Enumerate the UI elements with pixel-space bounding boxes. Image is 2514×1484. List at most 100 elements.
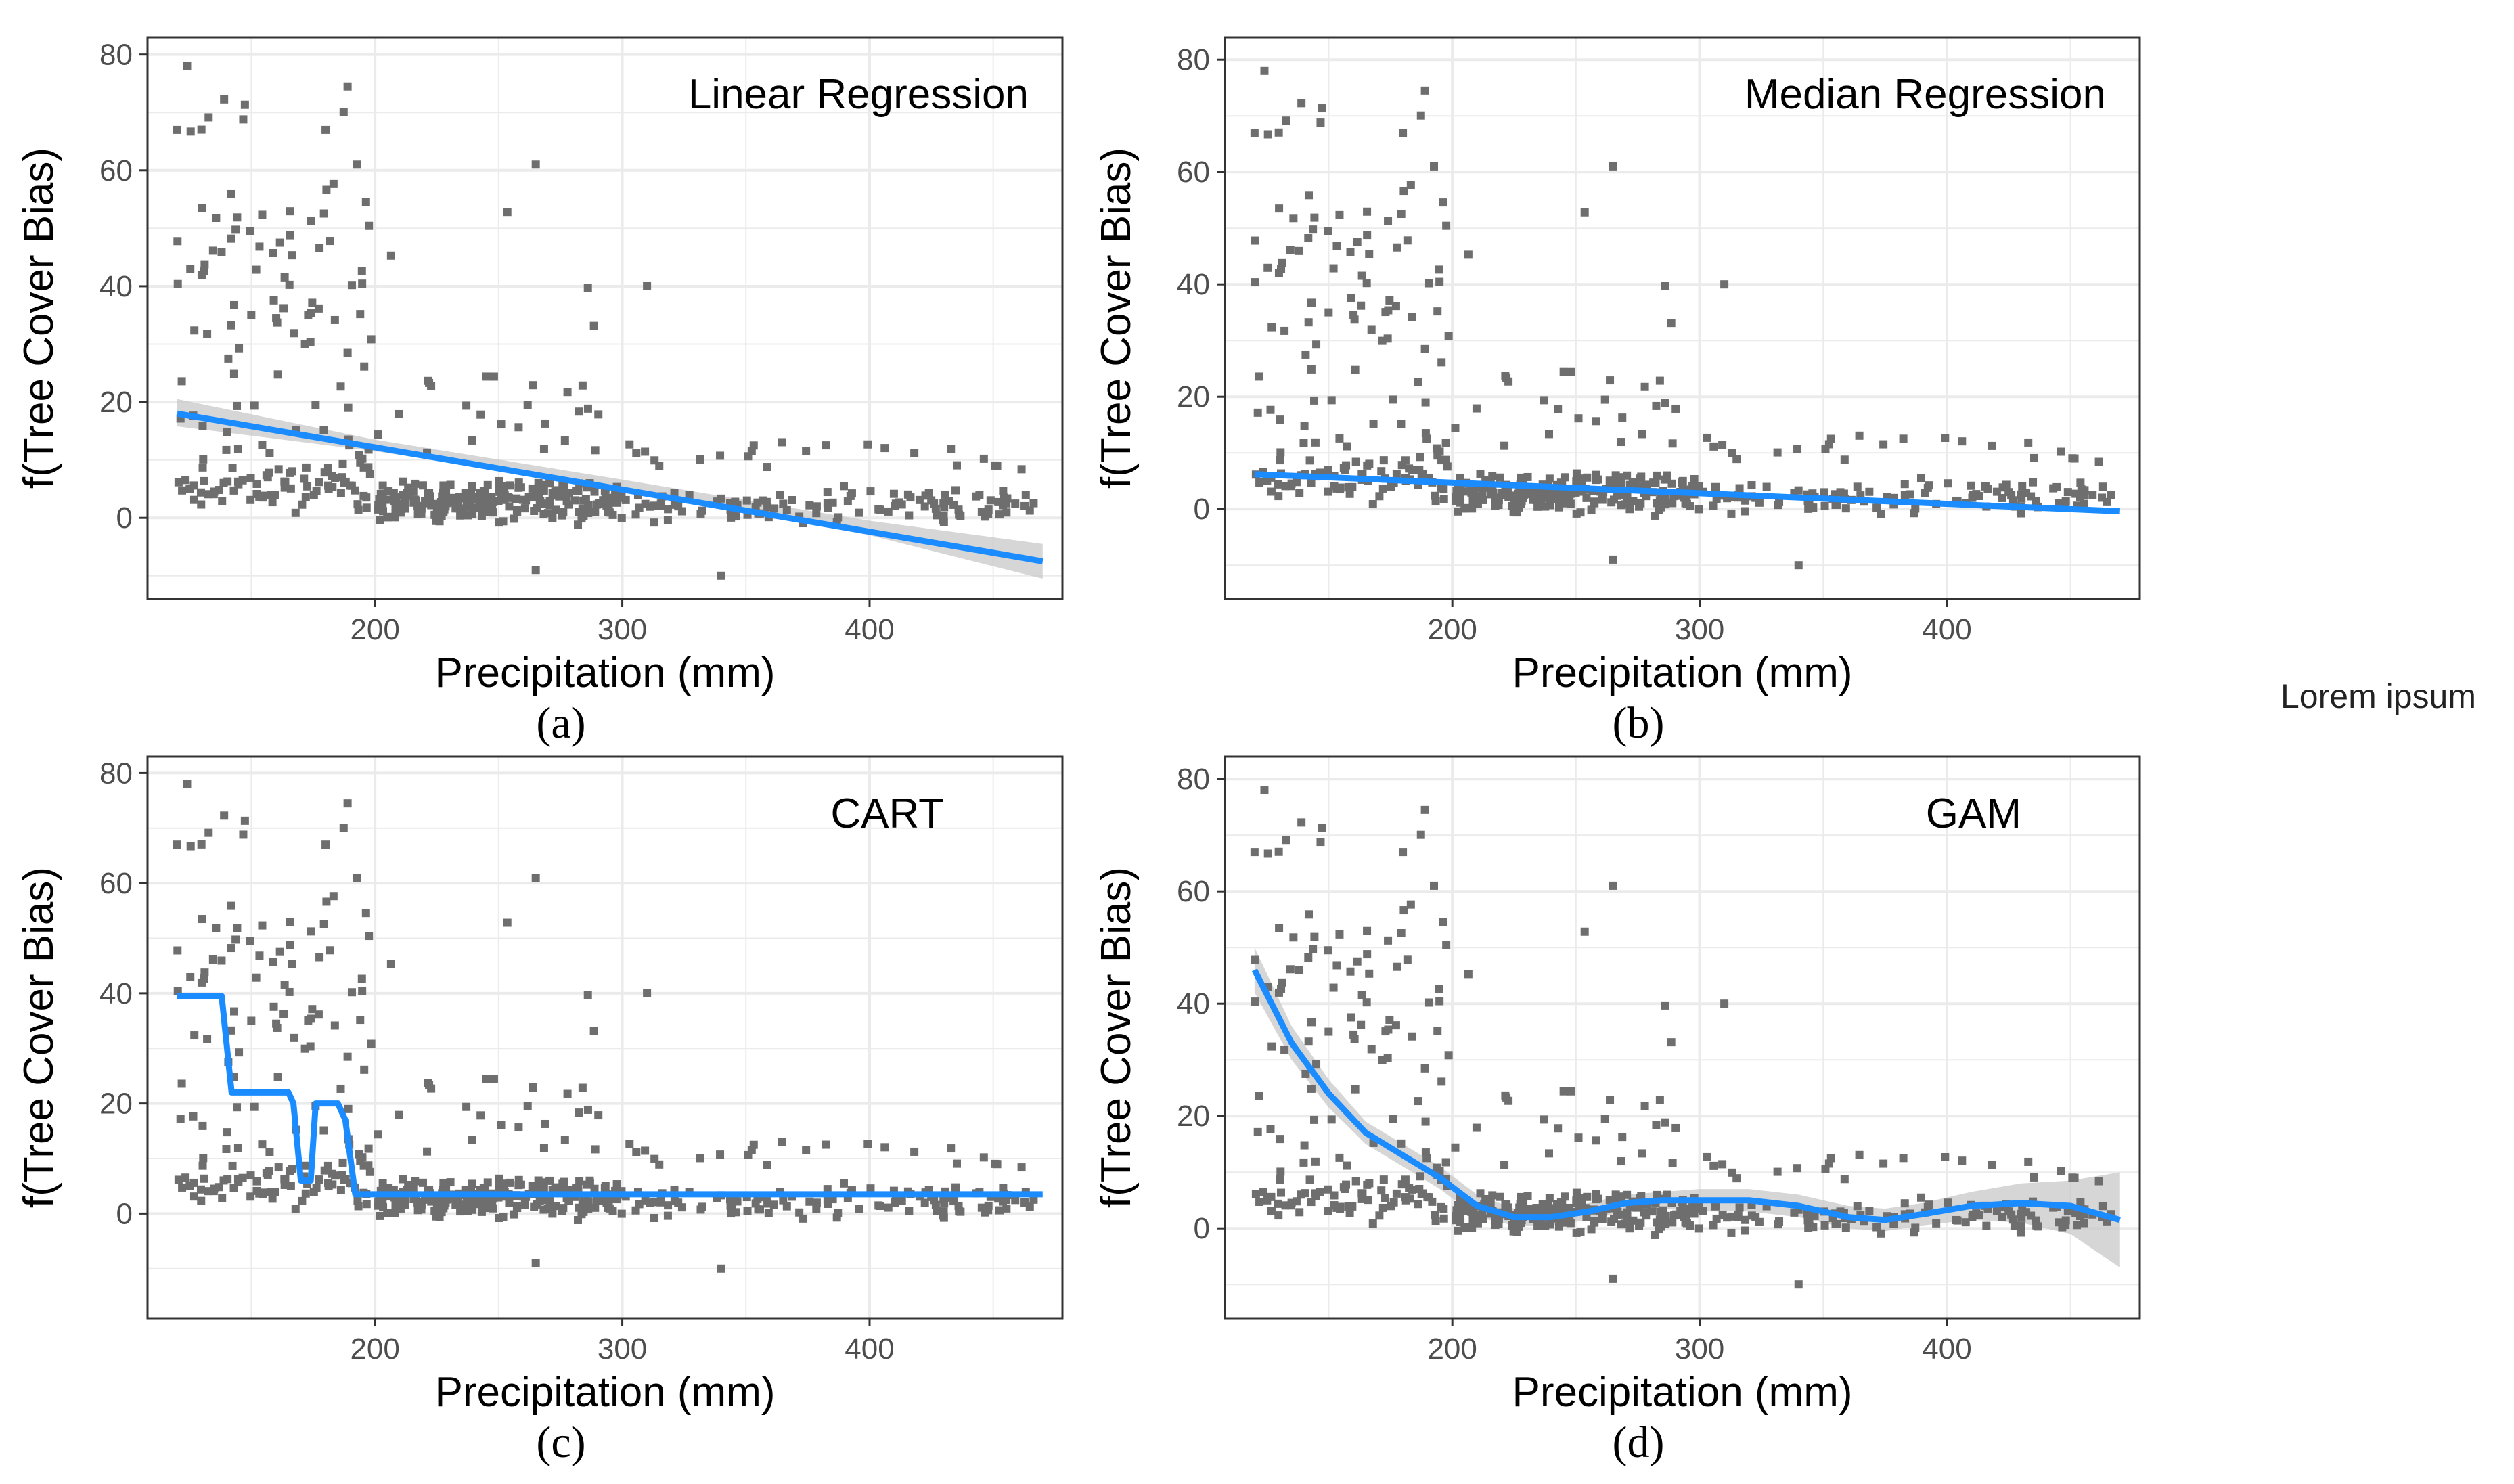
data-point [315, 244, 324, 252]
data-point [1297, 818, 1306, 827]
data-point [979, 454, 988, 463]
data-point [1421, 1117, 1430, 1126]
data-point [482, 372, 491, 381]
panel-border [1224, 36, 2141, 600]
data-point [230, 300, 239, 309]
data-point [1368, 500, 1377, 509]
data-point [1617, 438, 1625, 447]
data-point [361, 909, 370, 918]
data-point [271, 1188, 279, 1196]
data-point [505, 1198, 514, 1207]
data-point [233, 924, 242, 932]
data-point [220, 811, 229, 820]
data-point [1911, 1223, 1920, 1232]
data-point [246, 1192, 255, 1201]
data-point [1587, 505, 1596, 514]
data-point [822, 1140, 830, 1149]
data-point [1430, 881, 1439, 890]
panel-title: Linear Regression [688, 71, 1029, 118]
data-point [1418, 470, 1427, 478]
data-point [1414, 1200, 1422, 1209]
data-point [1574, 1133, 1583, 1142]
data-point [181, 476, 190, 485]
data-point [1747, 481, 1756, 490]
data-point [1414, 378, 1422, 386]
data-point [468, 436, 476, 445]
data-point [189, 1112, 198, 1121]
data-point [591, 446, 600, 455]
data-point [545, 1176, 554, 1185]
data-point [218, 497, 227, 505]
data-point [545, 479, 554, 488]
data-point [235, 344, 244, 353]
data-point [1439, 1214, 1448, 1223]
data-point [995, 1206, 1004, 1215]
data-point [258, 1140, 267, 1149]
data-point [252, 1177, 261, 1186]
data-point [220, 95, 229, 104]
scatter-points [173, 62, 1038, 580]
data-point [353, 874, 361, 882]
data-point [1369, 419, 1378, 428]
data-point [743, 1207, 752, 1215]
data-point [855, 1205, 863, 1213]
data-point [430, 1207, 439, 1215]
data-point [1900, 1199, 1909, 1208]
data-point [238, 1173, 247, 1182]
data-point [1805, 499, 1814, 508]
data-point [228, 1161, 237, 1170]
data-point [1263, 1196, 1272, 1205]
data-point [1598, 1215, 1607, 1223]
data-point [514, 1123, 523, 1132]
data-point [1741, 507, 1749, 516]
data-point [744, 1150, 753, 1159]
data-point [1441, 1158, 1450, 1167]
data-point [1267, 1042, 1276, 1051]
data-point [1727, 509, 1736, 518]
data-point [1549, 1206, 1558, 1215]
data-point [514, 483, 523, 492]
data-point [891, 501, 899, 510]
data-point [1350, 1035, 1359, 1043]
data-point [231, 225, 240, 234]
data-point [1251, 1190, 1260, 1198]
data-point [1442, 221, 1451, 230]
data-point [198, 422, 207, 430]
data-point [1011, 1196, 1020, 1205]
data-point [338, 459, 347, 468]
data-point [438, 492, 447, 501]
data-point [1399, 848, 1408, 857]
data-point [563, 1089, 572, 1098]
data-point [1377, 467, 1386, 476]
x-tick-label: 200 [350, 613, 399, 646]
y-tick-label: 80 [1177, 763, 1210, 796]
data-point [2068, 454, 2077, 463]
x-tick-label: 300 [598, 1332, 647, 1366]
data-point [1282, 116, 1290, 125]
data-point [229, 486, 238, 495]
data-point [386, 251, 395, 260]
data-point [280, 981, 289, 989]
data-point [233, 401, 242, 410]
panel-c: 200 300 400 0 20 40 60 80 CART Precipitation (mm)… [16, 755, 1064, 1467]
data-point [979, 1153, 988, 1162]
data-point [2024, 438, 2033, 447]
data-point [280, 273, 289, 282]
data-point [1384, 936, 1393, 945]
data-point [307, 927, 315, 936]
data-point [190, 1031, 199, 1040]
data-point [258, 921, 267, 930]
data-point [1682, 1219, 1691, 1228]
data-point [949, 1197, 958, 1206]
data-point [742, 496, 751, 505]
data-point [1774, 1220, 1782, 1229]
data-point [252, 479, 261, 488]
data-point [361, 198, 370, 206]
data-point [252, 265, 261, 274]
data-point [454, 497, 463, 505]
data-point [301, 493, 310, 501]
data-point [1324, 487, 1332, 496]
data-point [641, 1146, 650, 1155]
data-point [1841, 504, 1850, 513]
data-point [1545, 474, 1554, 483]
